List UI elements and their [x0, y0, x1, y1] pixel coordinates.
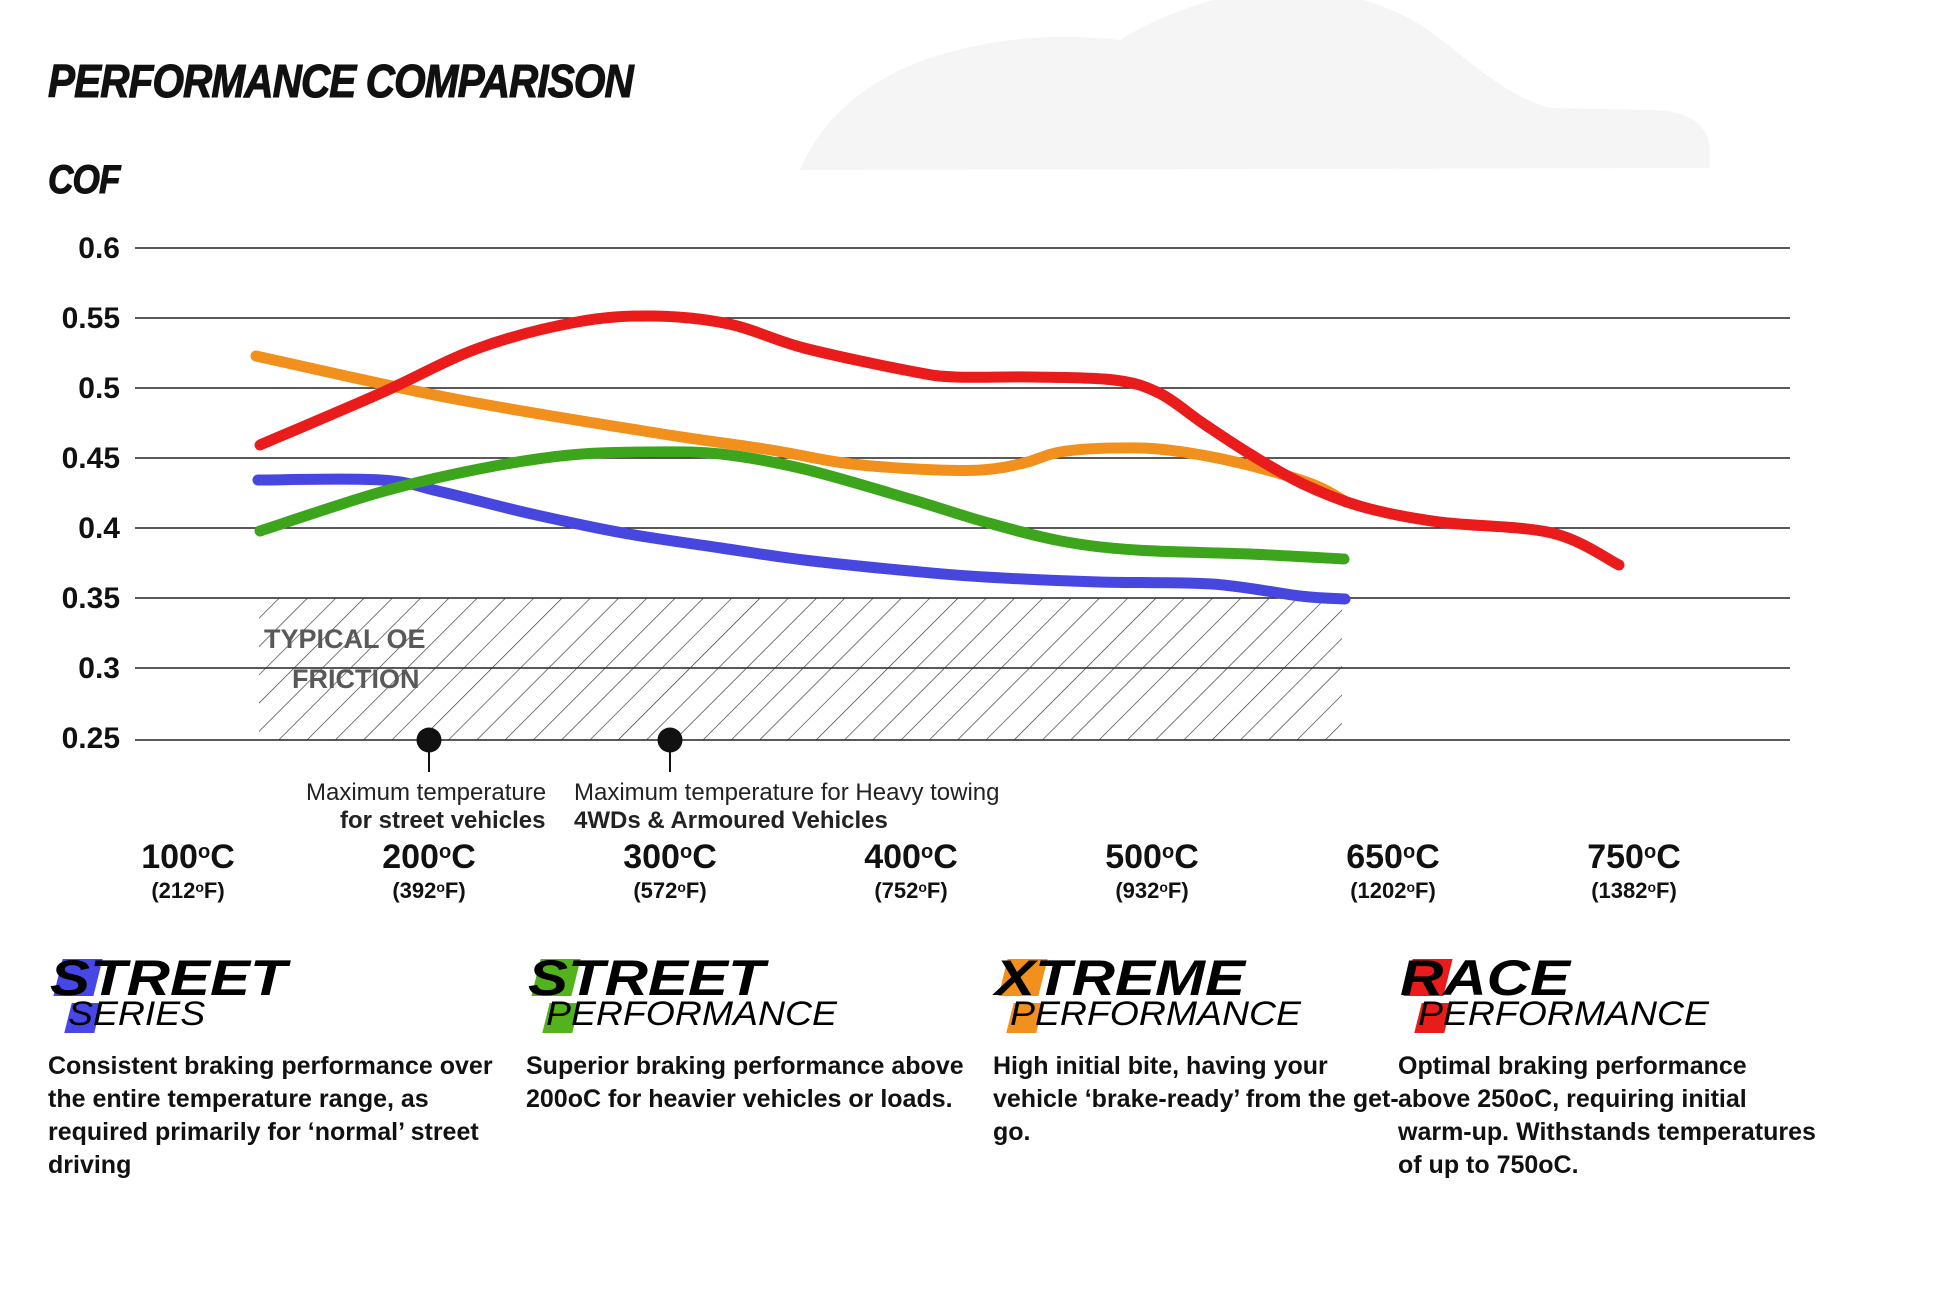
- svg-text:TYPICAL OE: TYPICAL OE: [264, 624, 426, 654]
- svg-text:(572oF): (572oF): [633, 878, 706, 903]
- svg-text:(932oF): (932oF): [1115, 878, 1188, 903]
- svg-text:0.25: 0.25: [62, 722, 120, 755]
- svg-text:4WDs & Armoured Vehicles: 4WDs & Armoured Vehicles: [574, 807, 888, 834]
- svg-text:0.4: 0.4: [78, 512, 120, 545]
- svg-text:0.5: 0.5: [78, 372, 120, 405]
- svg-text:0.55: 0.55: [62, 302, 120, 335]
- svg-text:0.6: 0.6: [78, 232, 120, 265]
- svg-text:0.45: 0.45: [62, 442, 120, 475]
- svg-text:(752oF): (752oF): [874, 878, 947, 903]
- svg-text:Maximum temperature: Maximum temperature: [306, 779, 546, 806]
- svg-text:400oC: 400oC: [864, 838, 958, 876]
- svg-text:300oC: 300oC: [623, 838, 717, 876]
- svg-text:(212oF): (212oF): [151, 878, 224, 903]
- svg-text:100oC: 100oC: [141, 838, 235, 876]
- svg-text:for street vehicles: for street vehicles: [340, 807, 545, 834]
- svg-text:500oC: 500oC: [1105, 838, 1199, 876]
- svg-text:Maximum temperature for Heavy: Maximum temperature for Heavy towing: [574, 779, 999, 806]
- svg-text:(1202oF): (1202oF): [1350, 878, 1436, 903]
- svg-text:750oC: 750oC: [1587, 838, 1681, 876]
- svg-text:0.3: 0.3: [78, 652, 120, 685]
- svg-text:200oC: 200oC: [382, 838, 476, 876]
- svg-text:(1382oF): (1382oF): [1591, 878, 1677, 903]
- svg-text:FRICTION: FRICTION: [292, 664, 420, 694]
- svg-text:(392oF): (392oF): [392, 878, 465, 903]
- svg-text:650oC: 650oC: [1346, 838, 1440, 876]
- svg-text:0.35: 0.35: [62, 582, 120, 615]
